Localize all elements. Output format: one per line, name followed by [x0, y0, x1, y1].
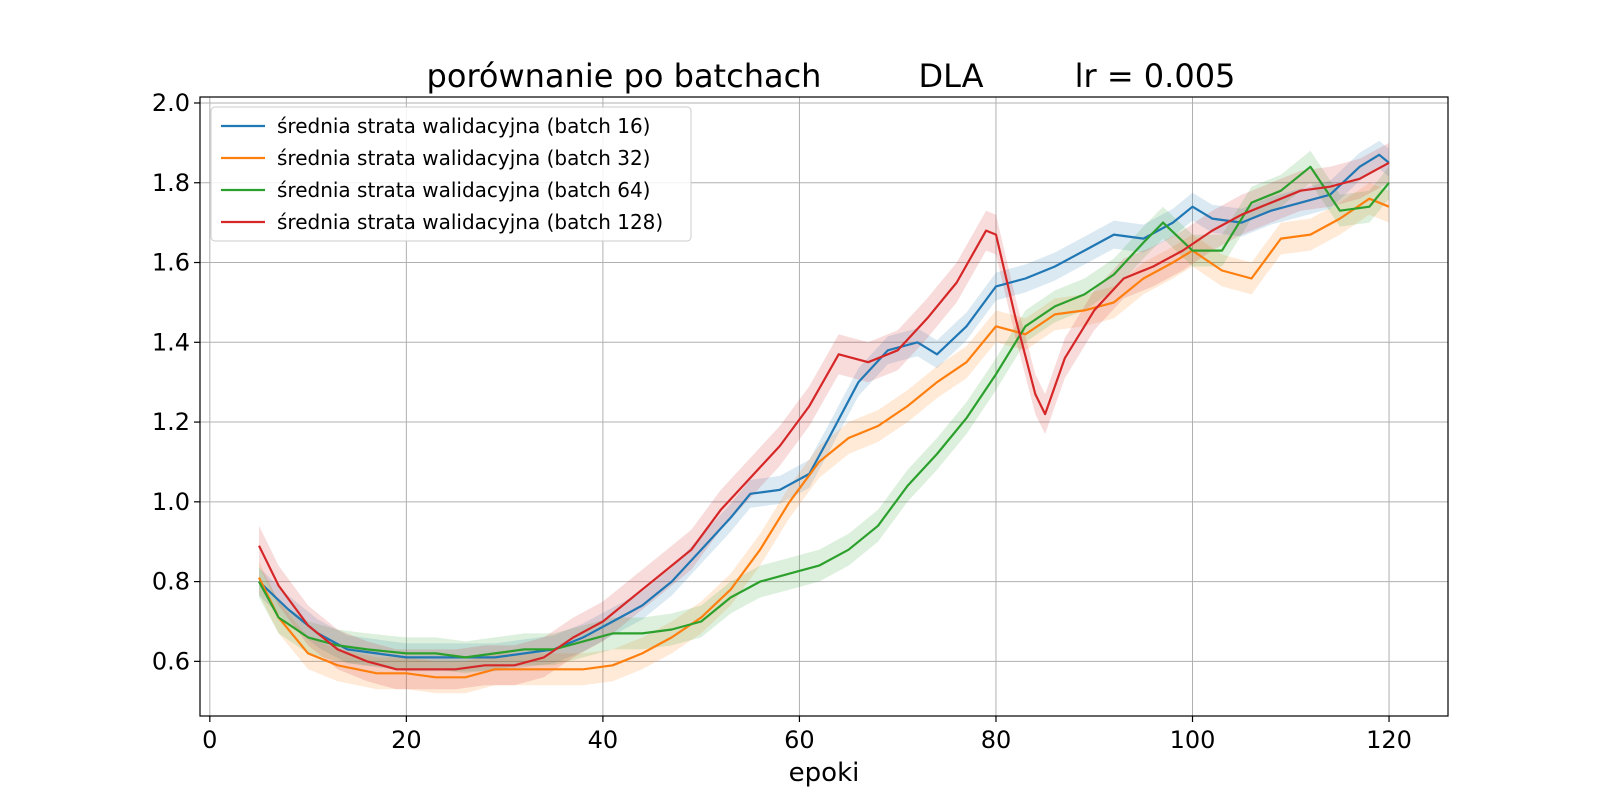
legend-label-3: średnia strata walidacyjna (batch 64)	[277, 178, 650, 202]
chart-title: porównanie po batchach DLA lr = 0.005	[427, 57, 1236, 95]
y-tick-label: 1.0	[152, 488, 190, 516]
y-tick-label: 0.8	[152, 568, 190, 596]
line-series-2	[258, 197, 1390, 679]
y-tick-label: 2.0	[152, 89, 190, 117]
band-series-3	[259, 150, 1389, 674]
x-axis-label: epoki	[789, 758, 860, 788]
chart-title-part-3: lr = 0.005	[1075, 57, 1236, 95]
y-tick-label: 1.6	[152, 249, 190, 277]
x-tick-label: 120	[1366, 726, 1412, 754]
series-lines	[258, 153, 1390, 679]
chart-title-part-2: DLA	[918, 57, 983, 95]
axis-ticks: 0 20 40 60 80 100 120 0.6 0.8 1.0 1.2 1.4 1.6 1.8 2.0	[152, 89, 1412, 754]
y-tick-label: 0.6	[152, 647, 190, 675]
x-tick-label: 80	[981, 726, 1012, 754]
legend-label-2: średnia strata walidacyjna (batch 32)	[277, 146, 650, 170]
band-series-2	[259, 182, 1389, 694]
y-tick-label: 1.2	[152, 408, 190, 436]
x-tick-label: 20	[391, 726, 422, 754]
x-tick-label: 60	[784, 726, 815, 754]
chart-title-part-1: porównanie po batchach	[427, 57, 822, 95]
legend-label-1: średnia strata walidacyjna (batch 16)	[277, 114, 650, 138]
x-tick-label: 100	[1170, 726, 1216, 754]
y-tick-label: 1.4	[152, 328, 190, 356]
legend: średnia strata walidacyjna (batch 16) śre…	[210, 106, 692, 242]
y-tick-label: 1.8	[152, 169, 190, 197]
line-series-3	[258, 165, 1390, 659]
line-series-4	[258, 161, 1390, 671]
legend-box	[210, 106, 692, 242]
grid	[200, 97, 1448, 716]
x-tick-label: 40	[588, 726, 619, 754]
legend-label-4: średnia strata walidacyjna (batch 128)	[277, 210, 663, 234]
x-tick-label: 0	[202, 726, 217, 754]
plot-frame	[199, 96, 1449, 717]
